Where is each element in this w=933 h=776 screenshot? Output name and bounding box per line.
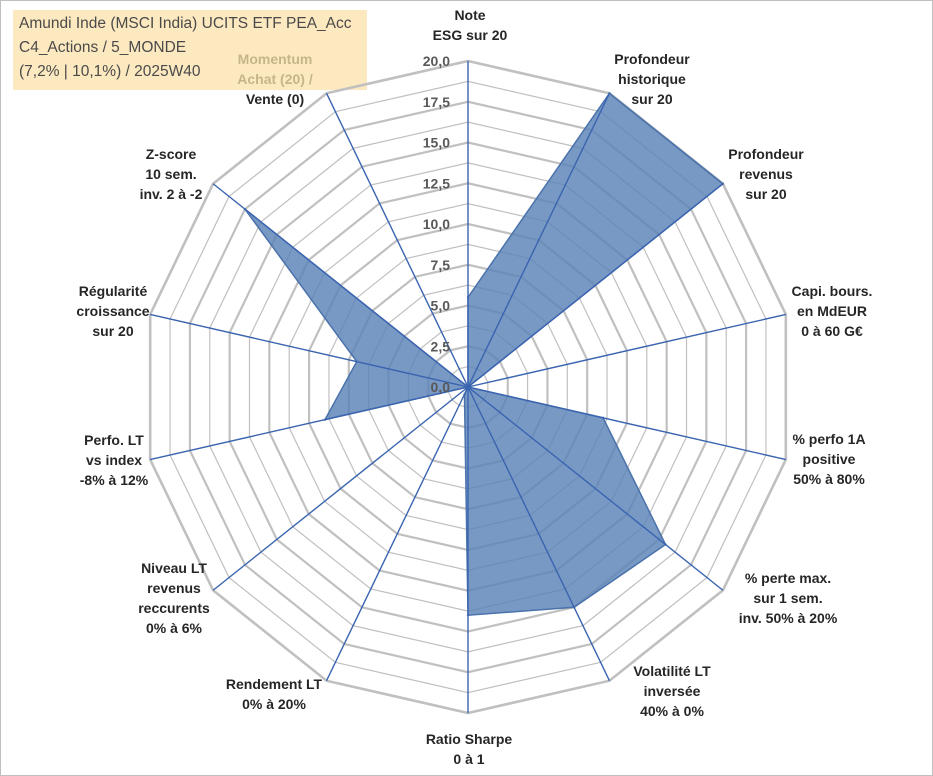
tick-label: 12,5: [423, 175, 450, 191]
axis-label-line: Profondeur: [614, 51, 690, 67]
axis-label: Capi. bours. en MdEUR 0 à 60 G€: [792, 283, 873, 339]
axis-label-line: Capi. bours.: [792, 283, 873, 299]
chart-title-line-3: (7,2% | 10,1%) / 2025W40: [19, 63, 201, 80]
axis-label-line: Régularité: [79, 283, 148, 299]
axis-label: Note ESG sur 20: [433, 7, 508, 43]
axis-label-line: % perfo 1A: [792, 431, 865, 447]
axis-label: Z-score 10 sem. inv. 2 à -2: [140, 146, 203, 202]
chart-title-line-2: C4_Actions / 5_MONDE: [19, 39, 187, 56]
axis-label-line: inversée: [644, 683, 701, 699]
radar-spokes: [150, 61, 786, 713]
axis-label-line: Note: [454, 7, 485, 23]
axis-label-line: reccurents: [138, 600, 210, 616]
axis-label-line: Achat (20) /: [237, 71, 313, 87]
tick-label: 20,0: [423, 53, 450, 69]
tick-label: 2,5: [431, 338, 451, 354]
axis-label-line: Niveau LT: [141, 560, 207, 576]
tick-label: 17,5: [423, 94, 450, 110]
radar-axis-labels: Note ESG sur 20 Profondeur historique sur 20…: [76, 7, 872, 767]
axis-label-line: Rendement LT: [226, 676, 323, 692]
tick-label: 5,0: [431, 298, 451, 314]
axis-label-line: inv. 50% à 20%: [739, 610, 838, 626]
axis-label: % perte max. sur 1 sem. inv. 50% à 20%: [739, 570, 838, 626]
axis-spoke: [325, 92, 469, 388]
axis-spoke: [467, 183, 724, 388]
axis-label: Momentum Achat (20) / Vente (0): [237, 51, 313, 107]
axis-label-line: 0 à 1: [453, 751, 484, 767]
axis-label: Profondeur historique sur 20: [614, 51, 690, 107]
axis-label-line: Perfo. LT: [84, 432, 144, 448]
axis-spoke: [467, 313, 786, 388]
tick-label: 7,5: [431, 257, 451, 273]
axis-label-line: sur 20: [92, 323, 133, 339]
tick-label: 0,0: [431, 379, 451, 395]
axis-label-line: -8% à 12%: [80, 472, 149, 488]
tick-label: 15,0: [423, 135, 450, 151]
axis-label: Niveau LT revenus reccurents 0% à 6%: [138, 560, 210, 636]
axis-spoke: [467, 386, 724, 591]
axis-label-line: en MdEUR: [797, 303, 867, 319]
chart-title-box: Amundi Inde (MSCI India) UCITS ETF PEA_A…: [13, 10, 367, 90]
axis-spoke: [150, 386, 469, 461]
axis-spoke: [467, 92, 611, 388]
chart-title-line-1: Amundi Inde (MSCI India) UCITS ETF PEA_A…: [19, 15, 352, 32]
axis-spoke: [150, 313, 469, 388]
axis-label-line: inv. 2 à -2: [140, 186, 203, 202]
axis-label: Régularité croissance sur 20: [76, 283, 149, 339]
axis-label: Ratio Sharpe 0 à 1: [426, 731, 513, 767]
axis-label-line: Vente (0): [246, 91, 304, 107]
axis-label-line: revenus: [739, 166, 793, 182]
axis-label: Volatilité LT inversée 40% à 0%: [633, 663, 711, 719]
axis-label-line: croissance: [76, 303, 149, 319]
axis-label-line: Volatilité LT: [633, 663, 711, 679]
axis-label-line: Z-score: [146, 146, 197, 162]
axis-label-line: ESG sur 20: [433, 27, 508, 43]
tick-label: 10,0: [423, 216, 450, 232]
axis-spoke: [325, 386, 469, 682]
axis-label-line: Ratio Sharpe: [426, 731, 513, 747]
axis-label-line: 0% à 20%: [242, 696, 306, 712]
axis-spoke: [212, 386, 469, 591]
axis-label-line: 10 sem.: [145, 166, 196, 182]
axis-label-line: 0% à 6%: [146, 620, 203, 636]
axis-label-line: historique: [618, 71, 686, 87]
axis-label-line: 40% à 0%: [640, 703, 704, 719]
axis-label-line: Profondeur: [728, 146, 804, 162]
axis-label-line: revenus: [147, 580, 201, 596]
axis-label-line: Momentum: [238, 51, 313, 67]
axis-label-line: sur 20: [745, 186, 786, 202]
axis-label-line: sur 1 sem.: [753, 590, 822, 606]
axis-spoke: [212, 183, 469, 388]
axis-label: % perfo 1A positive 50% à 80%: [792, 431, 865, 487]
axis-spoke: [467, 386, 786, 461]
axis-label: Profondeur revenus sur 20: [728, 146, 804, 202]
radar-tick-labels: 0,0 2,5 5,0 7,5 10,0 12,5 15,0 17,5 20,0: [423, 53, 450, 395]
axis-spoke: [467, 386, 611, 682]
axis-label-line: 0 à 60 G€: [801, 323, 863, 339]
axis-label-line: sur 20: [631, 91, 672, 107]
axis-label: Rendement LT 0% à 20%: [226, 676, 323, 712]
axis-label-line: vs index: [86, 452, 142, 468]
axis-label: Perfo. LT vs index -8% à 12%: [80, 432, 149, 488]
axis-label-line: positive: [803, 451, 856, 467]
axis-label-line: 50% à 80%: [793, 471, 865, 487]
axis-label-line: % perte max.: [745, 570, 831, 586]
